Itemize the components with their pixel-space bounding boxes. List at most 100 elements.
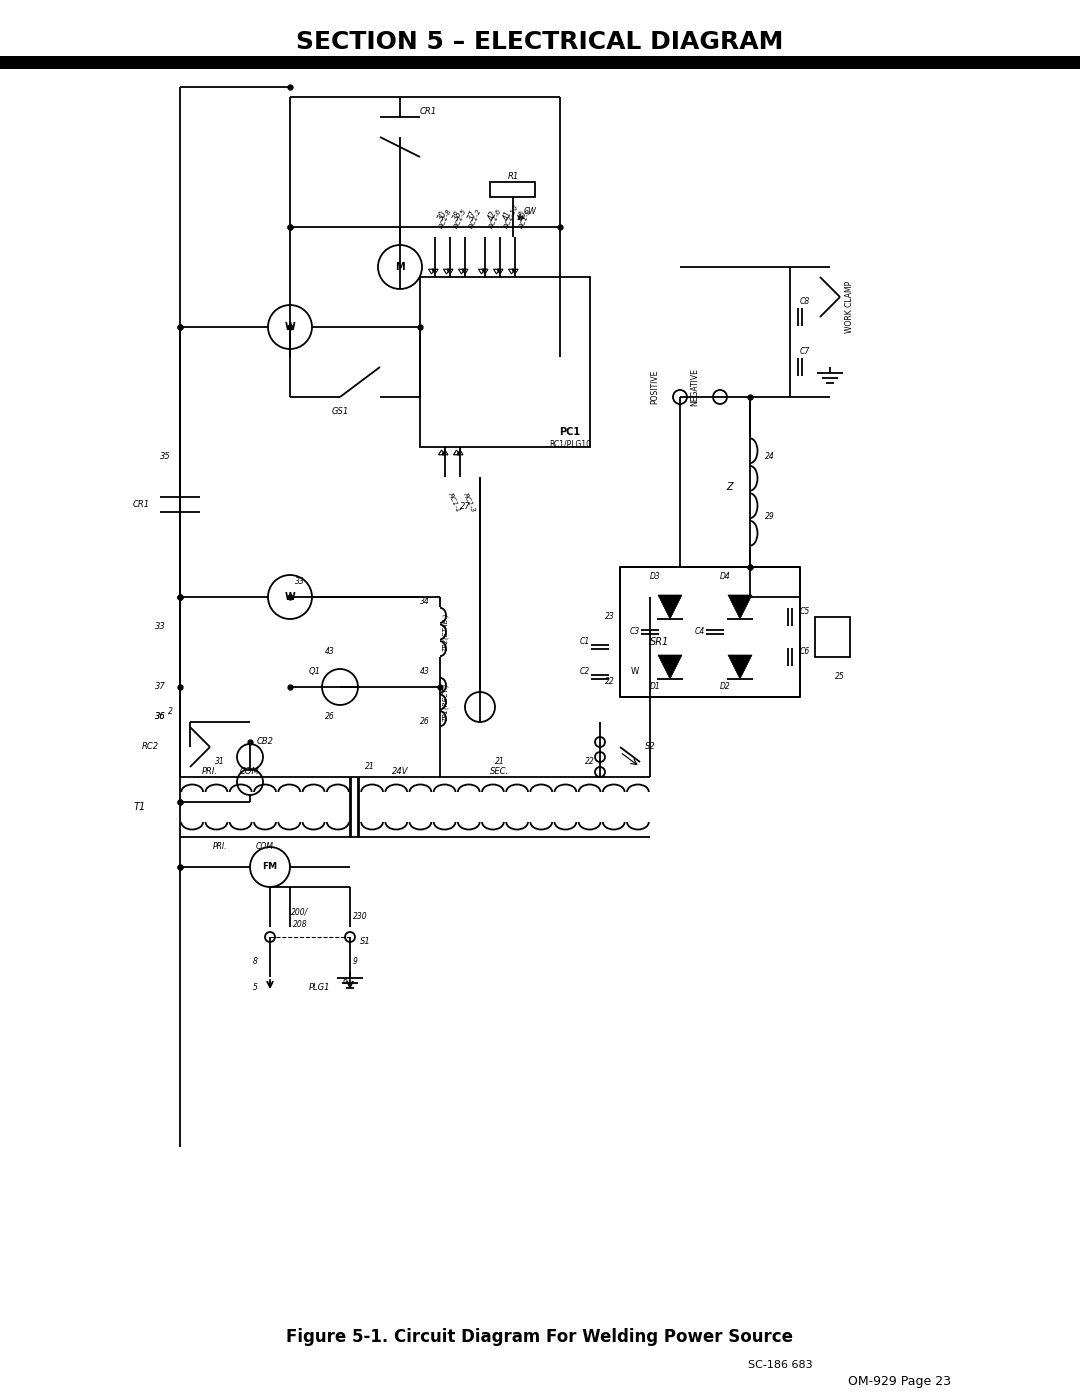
Text: 208: 208	[293, 921, 308, 929]
Text: 27: 27	[460, 503, 471, 511]
Text: 42: 42	[487, 210, 499, 222]
Text: D3: D3	[650, 573, 660, 581]
Text: 37: 37	[154, 683, 165, 692]
Text: 6: 6	[342, 978, 348, 986]
Text: WORK CLAMP: WORK CLAMP	[846, 281, 854, 332]
Text: W: W	[285, 321, 295, 332]
Text: 38: 38	[453, 210, 464, 222]
Text: T1: T1	[134, 802, 146, 812]
Text: OM-929 Page 23: OM-929 Page 23	[849, 1376, 951, 1389]
Text: 35: 35	[160, 453, 171, 461]
Text: 36: 36	[154, 712, 165, 721]
Text: 34: 34	[420, 598, 430, 606]
Text: 25: 25	[835, 672, 845, 682]
Text: GS1: GS1	[332, 408, 349, 416]
Text: RC2: RC2	[141, 742, 159, 752]
Text: CW: CW	[524, 208, 537, 217]
Text: 26: 26	[325, 712, 335, 721]
Text: S2: S2	[645, 742, 656, 752]
Text: PRI.: PRI.	[213, 842, 227, 852]
Text: 29: 29	[765, 513, 774, 521]
Text: TP2(STAB.): TP2(STAB.)	[442, 613, 448, 651]
Text: 9: 9	[352, 957, 357, 967]
Text: CB2: CB2	[257, 738, 273, 746]
Text: COM: COM	[256, 842, 274, 852]
Text: 23: 23	[605, 612, 615, 622]
Text: C1: C1	[580, 637, 590, 647]
Text: M: M	[395, 263, 405, 272]
Text: RC1-6: RC1-6	[488, 207, 502, 229]
Text: RC1/PLG10: RC1/PLG10	[549, 440, 591, 448]
Text: D4: D4	[719, 573, 730, 581]
Text: 21: 21	[495, 757, 504, 767]
Text: POSITIVE: POSITIVE	[650, 370, 660, 404]
Text: 230: 230	[353, 912, 367, 922]
Text: 33: 33	[295, 577, 305, 587]
Text: D1: D1	[650, 683, 660, 692]
Text: C8: C8	[800, 298, 810, 306]
Text: RC1-2: RC1-2	[468, 207, 483, 229]
Text: W: W	[631, 668, 639, 676]
Text: 41: 41	[502, 210, 514, 222]
Text: 37: 37	[467, 210, 480, 222]
Polygon shape	[728, 595, 752, 619]
Text: Q1: Q1	[309, 668, 321, 676]
Text: 43: 43	[420, 668, 430, 676]
Text: SECTION 5 – ELECTRICAL DIAGRAM: SECTION 5 – ELECTRICAL DIAGRAM	[296, 29, 784, 54]
Text: S1: S1	[360, 937, 370, 947]
Text: C5: C5	[800, 608, 810, 616]
Text: SC-186 683: SC-186 683	[747, 1361, 812, 1370]
Text: 2: 2	[167, 707, 173, 717]
Polygon shape	[658, 655, 681, 679]
Text: Z: Z	[727, 482, 733, 492]
Bar	[815, 617, 850, 657]
Text: NEGATIVE: NEGATIVE	[690, 367, 700, 407]
Text: 22: 22	[605, 678, 615, 686]
Text: 31: 31	[215, 757, 225, 767]
Text: Figure 5-1. Circuit Diagram For Welding Power Source: Figure 5-1. Circuit Diagram For Welding …	[286, 1329, 794, 1345]
Text: 24: 24	[765, 453, 774, 461]
Polygon shape	[658, 595, 681, 619]
Bar	[620, 567, 800, 697]
Text: PRI.: PRI.	[202, 767, 218, 777]
Text: 43: 43	[325, 647, 335, 657]
Text: 21: 21	[365, 763, 375, 771]
Text: 26: 26	[420, 718, 430, 726]
Text: C6: C6	[800, 647, 810, 657]
Text: 5: 5	[253, 982, 257, 992]
Text: 40: 40	[517, 210, 529, 222]
Text: SEC.: SEC.	[490, 767, 510, 777]
Text: C7: C7	[800, 348, 810, 356]
Text: RC1-5: RC1-5	[453, 207, 468, 229]
Text: 33: 33	[154, 623, 165, 631]
Text: CR1: CR1	[420, 108, 437, 116]
Text: 36: 36	[154, 712, 165, 721]
Text: RC1-8: RC1-8	[438, 207, 453, 229]
Text: COM: COM	[240, 767, 260, 777]
Text: 30: 30	[437, 210, 449, 222]
Text: PLG1: PLG1	[309, 982, 330, 992]
Text: 24V: 24V	[392, 767, 408, 777]
Text: RC1-3: RC1-3	[462, 492, 476, 514]
Text: RC1-10: RC1-10	[503, 203, 519, 229]
Bar	[490, 182, 535, 197]
Polygon shape	[728, 655, 752, 679]
Text: 22: 22	[585, 757, 595, 767]
Text: R2: R2	[826, 633, 838, 641]
Text: D2: D2	[719, 683, 730, 692]
Text: SR1: SR1	[650, 637, 670, 647]
Text: RC1-9: RC1-9	[518, 207, 532, 229]
Text: PC1: PC1	[559, 427, 581, 437]
Bar	[0, 56, 1080, 68]
Text: 8: 8	[253, 957, 257, 967]
Text: C4: C4	[694, 627, 705, 637]
Text: CR1: CR1	[133, 500, 150, 510]
Text: C2: C2	[580, 668, 590, 676]
Text: R1: R1	[508, 172, 518, 182]
Bar	[420, 277, 590, 447]
Text: 200/: 200/	[292, 908, 309, 916]
Text: TP1(RECT.): TP1(RECT.)	[442, 683, 448, 721]
Text: C3: C3	[630, 627, 640, 637]
Text: W: W	[285, 592, 295, 602]
Text: RC1-1: RC1-1	[447, 492, 461, 514]
